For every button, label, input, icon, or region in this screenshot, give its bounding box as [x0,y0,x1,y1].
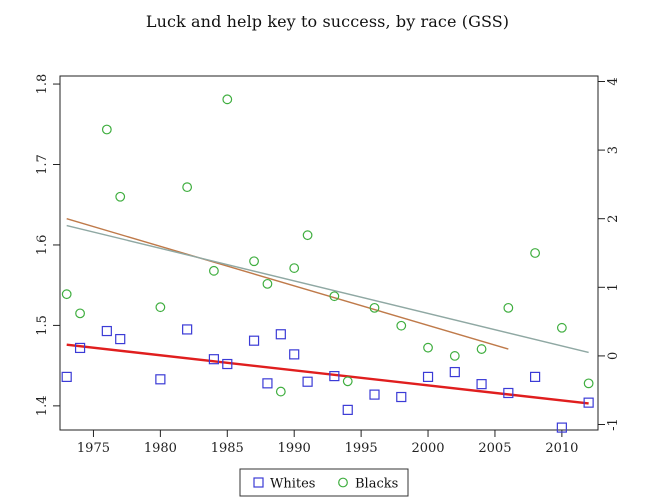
data-point [503,302,514,313]
data-point [222,94,233,105]
data-point [302,376,313,387]
data-point [342,404,353,415]
x-tick-label: 2005 [478,441,511,456]
x-tick-label: 2010 [545,441,578,456]
data-point [476,344,487,354]
left-tick-label: 1.5 [35,315,50,336]
data-point [101,124,112,135]
data-point [155,302,166,313]
data-point [289,263,300,273]
data-point [329,370,340,382]
fit-line-1 [66,343,589,405]
data-point [369,389,380,400]
right-tick-label: 3 [606,146,621,154]
legend: Whites Blacks [239,468,409,497]
data-point [182,324,193,335]
legend-marker-whites [253,477,264,488]
data-point [422,371,434,382]
data-point [396,391,407,403]
data-point [289,349,300,360]
data-point [74,342,86,354]
data-point [503,387,514,399]
data-point [396,320,407,331]
right-tick-label: 2 [606,215,621,223]
fit-line-2 [66,218,509,350]
data-point [248,335,260,346]
data-point [61,371,72,382]
x-tick-label: 2000 [411,441,444,456]
right-tick-label: 1 [606,283,621,291]
legend-label-blacks: Blacks [355,477,398,492]
fit-line-3 [66,224,589,354]
data-point [115,191,126,202]
data-point [115,333,126,345]
series-blacks [61,94,594,397]
data-point [329,291,340,302]
legend-box [239,468,409,497]
data-point [222,358,233,370]
x-tick-label: 1985 [211,441,244,456]
data-point [583,397,594,408]
chart-title: Luck and help key to success, by race (G… [145,12,510,31]
legend-label-whites: Whites [270,477,315,492]
data-point [529,371,541,382]
data-point [342,376,353,387]
data-point [476,379,487,390]
series-whites [61,324,594,433]
data-point [75,308,85,319]
data-point [262,278,273,289]
data-point [423,342,433,353]
data-point [583,378,594,389]
data-point [369,302,380,313]
legend-marker-blacks [338,477,348,488]
right-tick-label: -1 [606,418,621,431]
data-point [61,289,72,300]
data-point [449,366,460,378]
data-point [208,354,220,365]
data-point [182,182,193,193]
x-tick-label: 1990 [278,441,311,456]
data-point [249,256,259,267]
left-tick-label: 1.4 [35,396,50,417]
data-point [302,230,313,241]
x-tick-label: 1980 [144,441,177,456]
data-point [275,329,286,340]
data-point [275,386,286,397]
data-point [449,351,460,361]
data-point [155,374,166,385]
data-point [262,378,273,389]
right-tick-label: 4 [606,77,621,85]
left-tick-label: 1.8 [35,74,50,95]
data-point [556,322,567,333]
plot-frame [59,75,599,431]
left-tick-label: 1.6 [35,235,50,256]
data-point [209,265,219,276]
right-tick-label: 0 [606,352,621,360]
x-tick-label: 1975 [77,441,110,456]
data-point [101,325,112,337]
x-tick-label: 1995 [345,441,378,456]
data-point [556,422,567,433]
left-tick-label: 1.7 [35,154,50,175]
data-point [530,248,540,258]
